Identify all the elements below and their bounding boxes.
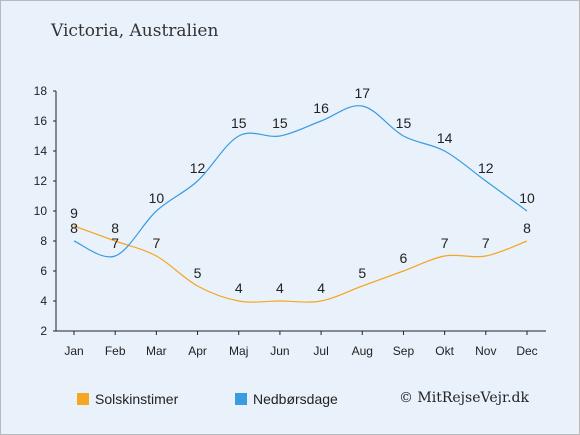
legend-label-sunshine: Solskinstimer [95, 391, 179, 407]
data-label: 12 [478, 160, 494, 176]
legend-swatch-sunshine [77, 393, 89, 405]
legend-item-rain-days: Nedbørsdage [235, 391, 338, 407]
data-label: 15 [272, 115, 288, 131]
y-tick-label: 8 [40, 234, 47, 248]
x-tick-label: Jan [64, 344, 83, 358]
data-label: 5 [358, 265, 366, 281]
legend-label-rain-days: Nedbørsdage [253, 391, 338, 407]
data-label: 8 [523, 220, 531, 236]
data-label: 7 [441, 235, 449, 251]
series-line-1 [73, 105, 528, 258]
data-label: 15 [396, 115, 412, 131]
data-label: 4 [317, 280, 325, 296]
data-label: 15 [231, 115, 247, 131]
x-tick-label: Dec [516, 344, 537, 358]
data-label: 8 [111, 220, 119, 236]
y-tick-label: 2 [40, 324, 47, 338]
data-label: 16 [313, 100, 329, 116]
data-label: 7 [111, 235, 119, 251]
x-tick-label: Okt [435, 344, 454, 358]
y-tick-label: 12 [34, 174, 48, 188]
y-tick-label: 6 [40, 264, 47, 278]
data-label: 8 [70, 220, 78, 236]
y-tick-label: 18 [34, 84, 48, 98]
chart-title: Victoria, Australien [51, 21, 219, 41]
data-label: 4 [235, 280, 243, 296]
y-tick-label: 4 [40, 294, 47, 308]
data-label: 7 [482, 235, 490, 251]
data-label: 5 [194, 265, 202, 281]
series-line-0 [73, 225, 528, 303]
data-label: 14 [437, 130, 453, 146]
x-tick-label: Sep [393, 344, 415, 358]
credit-text: © MitRejseVejr.dk [398, 390, 529, 406]
x-tick-label: Mar [146, 344, 167, 358]
y-tick-label: 10 [34, 204, 48, 218]
data-label: 9 [70, 205, 78, 221]
data-label: 10 [519, 190, 535, 206]
data-label: 6 [400, 250, 408, 266]
data-label: 12 [190, 160, 206, 176]
legend-item-sunshine: Solskinstimer [77, 391, 178, 407]
data-label: 17 [354, 85, 370, 101]
legend-swatch-rain-days [235, 393, 247, 405]
data-label: 7 [152, 235, 160, 251]
x-tick-label: Feb [105, 344, 126, 358]
data-label: 10 [149, 190, 165, 206]
x-tick-label: Jun [270, 344, 289, 358]
y-tick-label: 14 [34, 144, 48, 158]
x-tick-label: Nov [475, 344, 496, 358]
x-tick-label: Apr [188, 344, 207, 358]
y-tick-label: 16 [34, 114, 48, 128]
x-tick-label: Jul [313, 344, 328, 358]
x-tick-label: Aug [352, 344, 373, 358]
x-tick-label: Maj [229, 344, 248, 358]
data-label: 4 [276, 280, 284, 296]
